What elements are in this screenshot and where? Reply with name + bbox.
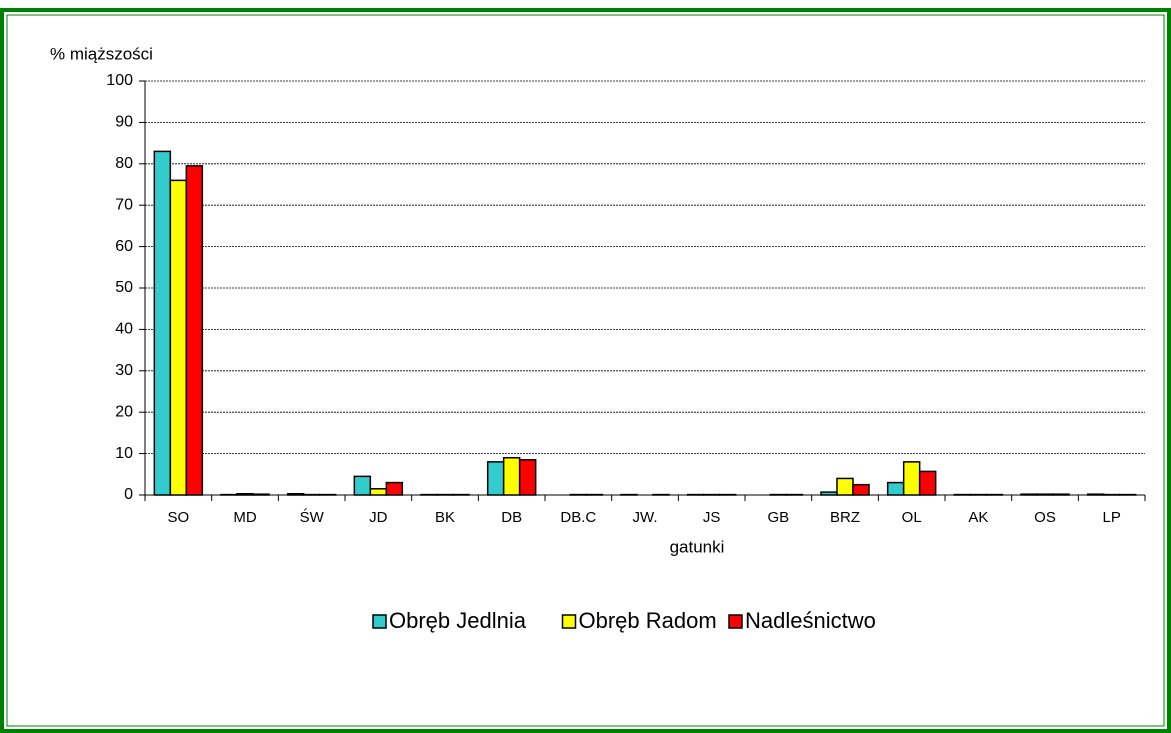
y-tick-label: 30 <box>115 362 133 379</box>
bar <box>385 481 404 496</box>
x-tick-label: LP <box>1102 509 1120 526</box>
legend-label: Obręb Radom <box>579 608 717 633</box>
bar <box>886 481 905 496</box>
y-tick-label: 80 <box>115 155 133 172</box>
y-tick-label: 100 <box>106 72 133 89</box>
y-axis-label: % miąższości <box>50 44 153 63</box>
y-tick-label: 10 <box>115 445 133 462</box>
y-tick-label: 50 <box>115 279 133 296</box>
x-tick-label: JS <box>703 509 721 526</box>
bar <box>369 488 388 496</box>
x-tick-label: BK <box>435 509 455 526</box>
bar <box>486 461 505 496</box>
legend-swatch <box>372 614 387 629</box>
x-tick-label: DB <box>501 509 522 526</box>
x-tick-label: OL <box>902 509 922 526</box>
y-tick-label: 90 <box>115 114 133 131</box>
legend-label: Obręb Jedlnia <box>389 608 527 633</box>
legend-label: Nadleśnictwo <box>745 608 876 633</box>
bar <box>902 461 921 496</box>
x-tick-label: OS <box>1034 509 1056 526</box>
y-tick-label: 70 <box>115 196 133 213</box>
x-tick-label: BRZ <box>830 509 860 526</box>
bar <box>918 470 937 496</box>
bar <box>836 477 854 496</box>
x-tick-label: GB <box>767 509 789 526</box>
x-tick-label: SO <box>167 509 189 526</box>
y-tick-label: 20 <box>115 403 133 420</box>
y-tick-label: 40 <box>115 321 133 338</box>
x-tick-label: DB.C <box>560 509 596 526</box>
x-axis-label: gatunki <box>670 537 725 556</box>
bar <box>502 456 521 496</box>
bar <box>852 483 870 496</box>
bar <box>185 165 204 496</box>
bar <box>353 475 372 496</box>
legend-swatch <box>728 614 743 629</box>
legend-swatch <box>561 614 577 629</box>
frame-inner <box>6 14 1165 727</box>
bar <box>153 150 172 496</box>
x-tick-label: JW. <box>633 509 658 526</box>
bar <box>518 459 537 496</box>
x-tick-label: ŚW <box>300 508 325 526</box>
y-tick-label: 60 <box>115 238 133 255</box>
x-tick-label: AK <box>968 509 988 526</box>
x-tick-label: JD <box>369 509 388 526</box>
y-tick-label: 0 <box>124 486 133 503</box>
x-tick-label: MD <box>233 509 256 526</box>
bar <box>169 179 188 496</box>
